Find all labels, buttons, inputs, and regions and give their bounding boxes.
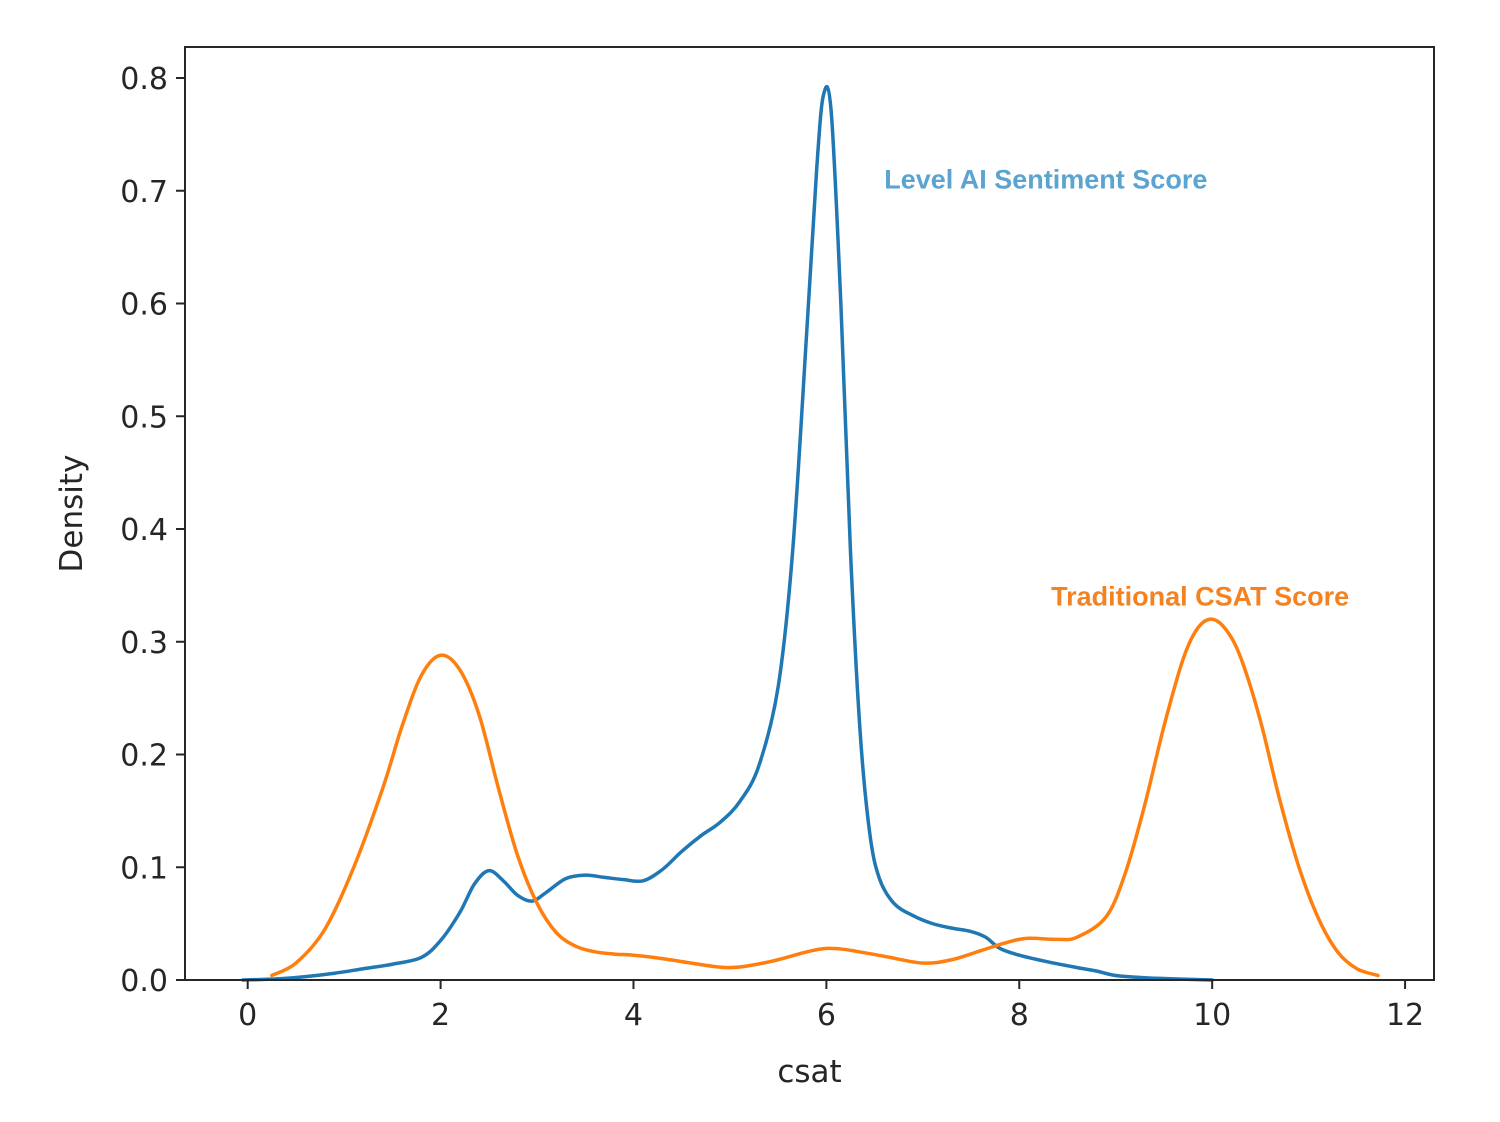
series-line-level-ai-sentiment-score bbox=[241, 85, 1214, 982]
y-tick-label: 0.4 bbox=[120, 513, 168, 548]
series-line-traditional-csat-score bbox=[270, 617, 1380, 978]
plot-area-frame bbox=[184, 46, 1435, 981]
x-tick-label: 2 bbox=[431, 998, 450, 1033]
series-layer bbox=[241, 85, 1380, 982]
y-tick-label: 0.5 bbox=[120, 400, 168, 435]
x-tick-label: 12 bbox=[1386, 998, 1424, 1033]
x-tick-label: 4 bbox=[624, 998, 643, 1033]
y-tick-label: 0.7 bbox=[120, 175, 168, 210]
x-axis-label: csat bbox=[777, 1054, 841, 1090]
y-tick-label: 0.1 bbox=[120, 851, 168, 886]
y-axis-label: Density bbox=[54, 455, 90, 573]
tick-layer: 0 2 4 6 8 10 12 0.0 0.1 0.2 0.3 0.4 0.5 0.6 0.7 0.8 bbox=[120, 62, 1424, 1033]
annotation-traditional-csat-score: Traditional CSAT Score bbox=[1051, 582, 1349, 612]
y-tick-label: 0.3 bbox=[120, 626, 168, 661]
x-tick-label: 0 bbox=[238, 998, 257, 1033]
y-tick-label: 0.2 bbox=[120, 739, 168, 774]
y-tick-label: 0.6 bbox=[120, 288, 168, 323]
annotation-level-ai-sentiment-score: Level AI Sentiment Score bbox=[884, 164, 1207, 194]
x-tick-label: 10 bbox=[1193, 998, 1231, 1033]
x-tick-label: 8 bbox=[1010, 998, 1029, 1033]
y-tick-label: 0.8 bbox=[120, 62, 168, 97]
x-tick-label: 6 bbox=[817, 998, 836, 1033]
y-tick-label: 0.0 bbox=[120, 964, 168, 999]
